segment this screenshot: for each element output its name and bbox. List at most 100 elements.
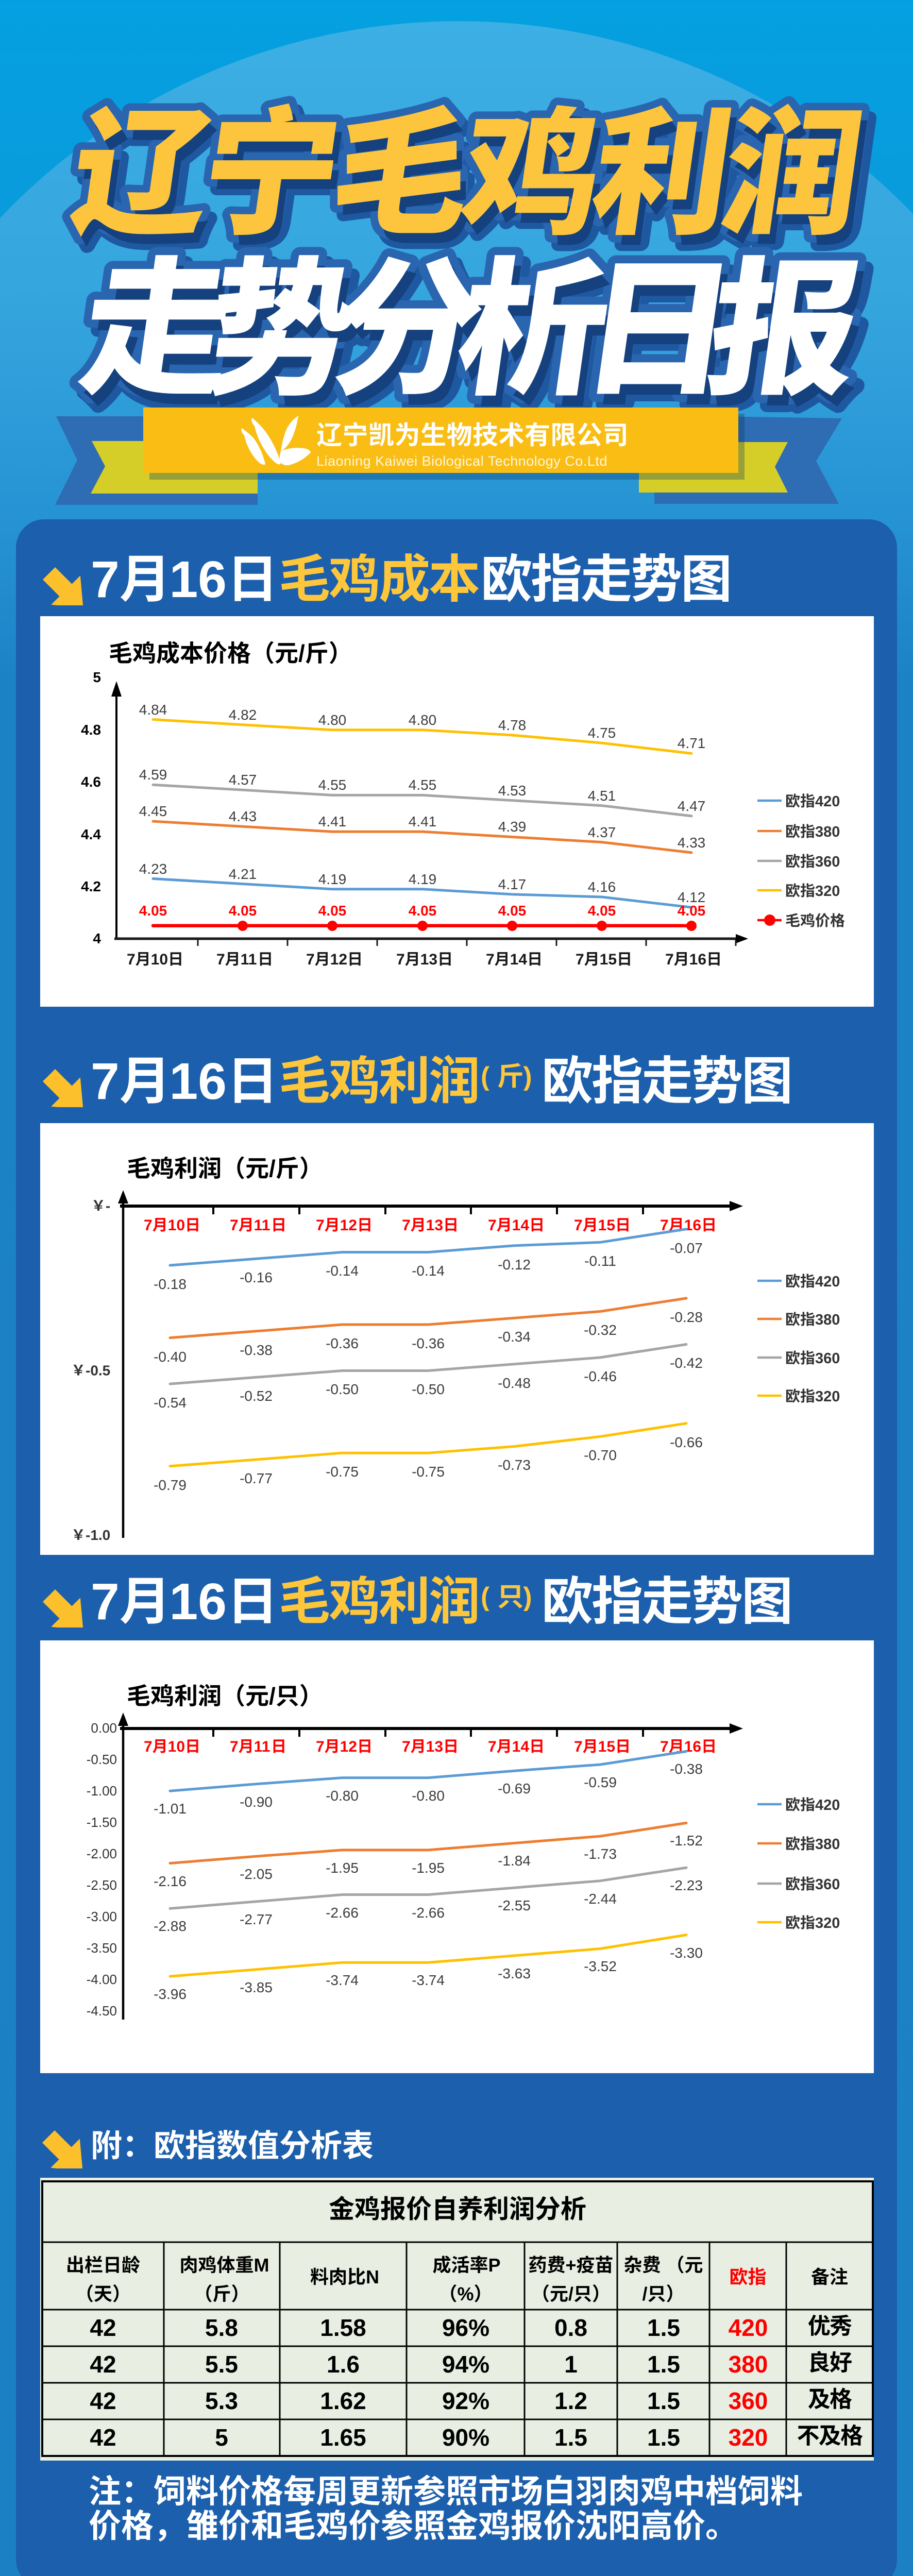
svg-text:-0.90: -0.90 bbox=[240, 1794, 273, 1810]
svg-text:1.62: 1.62 bbox=[320, 2387, 366, 2414]
svg-text:M: M bbox=[254, 2255, 269, 2276]
svg-text:7: 7 bbox=[396, 951, 405, 968]
svg-text:320: 320 bbox=[815, 1388, 840, 1405]
svg-text:360: 360 bbox=[815, 1876, 840, 1893]
svg-text:-1.95: -1.95 bbox=[326, 1860, 359, 1876]
svg-text:4.55: 4.55 bbox=[318, 777, 347, 793]
svg-text:4.53: 4.53 bbox=[498, 783, 527, 799]
svg-text:-0.50: -0.50 bbox=[326, 1381, 359, 1397]
svg-text:4.84: 4.84 bbox=[139, 702, 167, 718]
svg-text:14: 14 bbox=[510, 951, 528, 968]
svg-text:7: 7 bbox=[144, 1217, 153, 1234]
svg-text:4.41: 4.41 bbox=[409, 814, 437, 829]
svg-text:-2.05: -2.05 bbox=[240, 1866, 273, 1882]
svg-text:11: 11 bbox=[254, 1217, 270, 1234]
svg-text:-1.73: -1.73 bbox=[584, 1846, 617, 1862]
svg-text:14: 14 bbox=[512, 1217, 530, 1234]
svg-text:4.71: 4.71 bbox=[678, 735, 706, 751]
svg-text:360: 360 bbox=[729, 2387, 768, 2414]
svg-text:4: 4 bbox=[93, 930, 101, 946]
svg-text:320: 320 bbox=[815, 883, 840, 900]
svg-text:4.80: 4.80 bbox=[318, 712, 347, 728]
svg-text:0.8: 0.8 bbox=[554, 2314, 587, 2341]
svg-text:94%: 94% bbox=[442, 2351, 489, 2378]
svg-text:-0.73: -0.73 bbox=[498, 1457, 531, 1473]
svg-text:-0.66: -0.66 bbox=[670, 1434, 703, 1450]
svg-text:/: / bbox=[568, 2283, 573, 2304]
svg-text:-3.50: -3.50 bbox=[87, 1940, 117, 1956]
svg-text:7: 7 bbox=[91, 552, 120, 606]
svg-text:-1.52: -1.52 bbox=[670, 1833, 703, 1849]
svg-text:7: 7 bbox=[665, 951, 674, 968]
svg-text:7: 7 bbox=[574, 1738, 583, 1755]
svg-text:11: 11 bbox=[241, 951, 257, 968]
svg-text:-0.69: -0.69 bbox=[498, 1781, 531, 1797]
svg-text:-0.38: -0.38 bbox=[240, 1342, 273, 1358]
svg-text:-1.00: -1.00 bbox=[87, 1783, 117, 1799]
svg-text:4.17: 4.17 bbox=[498, 876, 527, 892]
svg-text:1.65: 1.65 bbox=[320, 2424, 366, 2451]
svg-text:4.05: 4.05 bbox=[498, 903, 527, 919]
svg-text:380: 380 bbox=[729, 2351, 768, 2378]
svg-text:-0.36: -0.36 bbox=[326, 1335, 359, 1351]
svg-text:1.5: 1.5 bbox=[554, 2424, 587, 2451]
svg-text:-2.66: -2.66 bbox=[412, 1905, 445, 1921]
svg-text:12: 12 bbox=[340, 1217, 357, 1234]
svg-text:-0.40: -0.40 bbox=[154, 1349, 187, 1365]
svg-text:7: 7 bbox=[488, 1217, 497, 1234]
svg-text:-3.30: -3.30 bbox=[670, 1945, 703, 1961]
svg-text:-0.34: -0.34 bbox=[498, 1329, 531, 1345]
svg-text:-1.0: -1.0 bbox=[86, 1527, 110, 1543]
svg-text:-3.52: -3.52 bbox=[584, 1958, 617, 1974]
svg-text:420: 420 bbox=[815, 1797, 840, 1814]
svg-text:-0.18: -0.18 bbox=[154, 1276, 187, 1292]
svg-text:13: 13 bbox=[426, 1738, 443, 1755]
svg-text:7: 7 bbox=[144, 1738, 153, 1755]
svg-text:16: 16 bbox=[170, 552, 227, 606]
svg-text:5: 5 bbox=[93, 669, 101, 685]
svg-text:4.19: 4.19 bbox=[318, 871, 347, 887]
svg-text:-0.50: -0.50 bbox=[412, 1381, 445, 1397]
svg-text:4.59: 4.59 bbox=[139, 767, 167, 783]
svg-text:-0.80: -0.80 bbox=[326, 1788, 359, 1804]
svg-text:-0.14: -0.14 bbox=[412, 1263, 445, 1279]
svg-text:(: ( bbox=[481, 1582, 490, 1611]
svg-text:-3.74: -3.74 bbox=[412, 1972, 445, 1988]
svg-text:7: 7 bbox=[660, 1217, 669, 1234]
svg-text:90%: 90% bbox=[442, 2424, 489, 2451]
svg-text:7: 7 bbox=[576, 951, 584, 968]
svg-text:7: 7 bbox=[402, 1738, 411, 1755]
svg-text:4.23: 4.23 bbox=[139, 861, 167, 877]
svg-text:-2.55: -2.55 bbox=[498, 1897, 531, 1913]
svg-text:/: / bbox=[269, 1683, 276, 1709]
svg-text:380: 380 bbox=[815, 824, 840, 840]
svg-text:P: P bbox=[488, 2255, 501, 2276]
svg-text:4.05: 4.05 bbox=[409, 903, 437, 919]
svg-text:360: 360 bbox=[815, 854, 840, 870]
svg-text:12: 12 bbox=[330, 951, 347, 968]
svg-text:7: 7 bbox=[402, 1217, 411, 1234]
svg-text:-2.00: -2.00 bbox=[87, 1846, 117, 1861]
svg-text:/: / bbox=[269, 1155, 276, 1182]
svg-text:-1.50: -1.50 bbox=[87, 1815, 117, 1830]
svg-text:-1.01: -1.01 bbox=[154, 1801, 187, 1817]
svg-text:42: 42 bbox=[90, 2387, 116, 2414]
svg-text:10: 10 bbox=[168, 1217, 185, 1234]
svg-text:+: + bbox=[566, 2255, 577, 2276]
svg-text:-2.66: -2.66 bbox=[326, 1905, 359, 1921]
svg-text:7: 7 bbox=[216, 951, 225, 968]
svg-text:4.05: 4.05 bbox=[139, 903, 167, 919]
svg-text:420: 420 bbox=[729, 2314, 768, 2341]
svg-text:380: 380 bbox=[815, 1312, 840, 1328]
svg-text:4.41: 4.41 bbox=[318, 814, 347, 829]
svg-text:-4.00: -4.00 bbox=[87, 1972, 117, 1987]
svg-text:1.58: 1.58 bbox=[320, 2314, 366, 2341]
svg-text:7: 7 bbox=[574, 1217, 583, 1234]
svg-text:-2.77: -2.77 bbox=[240, 1911, 273, 1927]
svg-text:-0.52: -0.52 bbox=[240, 1388, 273, 1404]
svg-text:320: 320 bbox=[815, 1915, 840, 1931]
svg-text:42: 42 bbox=[90, 2351, 116, 2378]
svg-text:42: 42 bbox=[90, 2424, 116, 2451]
svg-text:4.12: 4.12 bbox=[678, 889, 706, 905]
svg-text:-0.50: -0.50 bbox=[87, 1752, 117, 1767]
